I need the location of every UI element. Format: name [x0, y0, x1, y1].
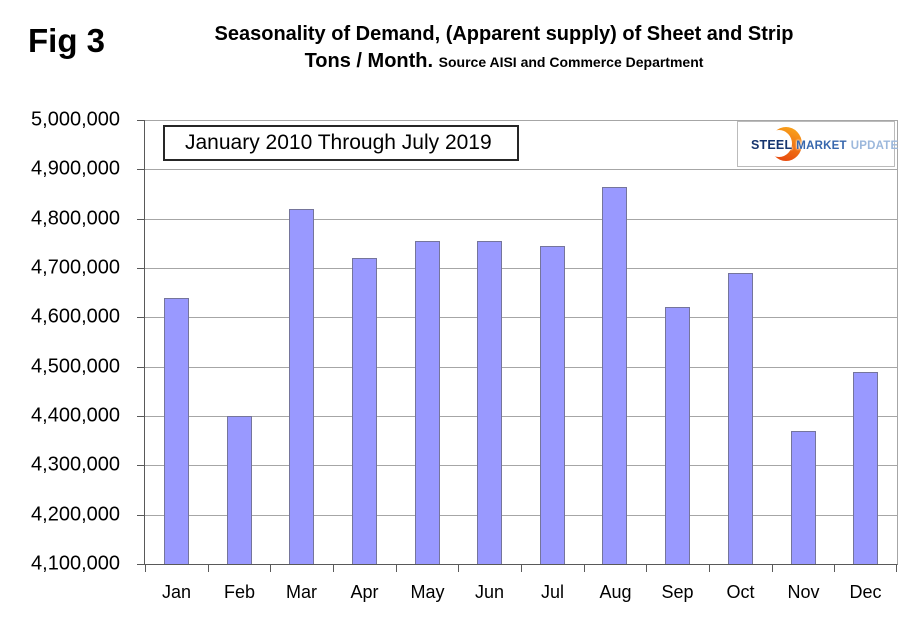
chart-title-line1: Seasonality of Demand, (Apparent supply)… [214, 23, 794, 45]
y-axis-label: 4,600,000 [31, 305, 120, 328]
x-axis-tick [896, 564, 897, 572]
x-axis-label-sep: Sep [661, 582, 694, 602]
chart-title-line2: Tons / Month. Source AISI and Commerce D… [96, 50, 910, 73]
smu-crescent-icon [766, 127, 802, 161]
fig-label: Fig 3 [28, 22, 106, 59]
smu-logo-text: STEEL MARKET UPDATE [751, 138, 898, 152]
x-axis-label-dec: Dec [849, 582, 882, 602]
bar-jun [477, 241, 502, 564]
y-axis-label: 4,200,000 [31, 503, 120, 526]
y-axis-tick [137, 169, 145, 170]
gridline [145, 416, 897, 417]
gridline [145, 317, 897, 318]
smu-logo-update: UPDATE [850, 140, 899, 152]
gridline [145, 367, 897, 368]
x-axis-tick [458, 564, 459, 572]
y-axis-label: 4,800,000 [31, 207, 120, 230]
smu-logo-steel: STEEL [751, 138, 793, 152]
gridline [145, 515, 897, 516]
x-axis-label-feb: Feb [223, 582, 256, 602]
y-axis-tick [137, 268, 145, 269]
gridline [145, 219, 897, 220]
x-axis-tick [208, 564, 209, 572]
x-axis-label-mar: Mar [286, 582, 317, 602]
bar-apr [352, 258, 377, 564]
bar-mar [289, 209, 314, 564]
x-axis-label-oct: Oct [726, 582, 755, 602]
x-axis-label-nov: Nov [787, 582, 820, 602]
x-axis-label-aug: Aug [599, 582, 632, 602]
x-axis-tick [333, 564, 334, 572]
y-axis-label: 4,400,000 [31, 404, 120, 427]
plot-area: 5,000,000 4,900,000 4,800,000 4,700,000 4,60… [31, 109, 898, 602]
smu-logo-market: MARKET [796, 140, 847, 152]
steel-market-update-logo: STEEL MARKET UPDATE [737, 121, 898, 167]
x-axis-tick [270, 564, 271, 572]
x-axis-tick [396, 564, 397, 572]
bar-may [415, 241, 440, 564]
bar-nov [791, 431, 816, 564]
x-axis-tick [584, 564, 585, 572]
x-axis-label-may: May [410, 582, 445, 602]
x-axis-tick [709, 564, 710, 572]
y-axis-label: 4,300,000 [31, 453, 120, 476]
y-axis-tick [137, 465, 145, 466]
bar-sep [665, 307, 690, 564]
y-axis-tick [137, 515, 145, 516]
x-axis-tick [145, 564, 146, 572]
legend-box: January 2010 Through July 2019 [163, 125, 519, 161]
y-axis-label: 4,100,000 [31, 552, 120, 575]
y-axis-tick [137, 120, 145, 121]
chart-title-source: Source AISI and Commerce Department [438, 54, 704, 70]
x-axis-label-jul: Jul [540, 582, 564, 602]
gridline [145, 465, 897, 466]
y-axis-tick [137, 317, 145, 318]
bar-feb [227, 416, 252, 564]
x-axis-label-jun: Jun [474, 582, 505, 602]
x-axis-tick [772, 564, 773, 572]
x-axis-label-jan: Jan [161, 582, 192, 602]
x-axis-tick [834, 564, 835, 572]
y-axis-label: 4,900,000 [31, 157, 120, 180]
bar-dec [853, 372, 878, 564]
y-axis-tick [137, 564, 145, 565]
gridline [145, 120, 897, 121]
y-axis-label: 4,500,000 [31, 355, 120, 378]
y-axis-label: 5,000,000 [31, 108, 120, 131]
bar-jan [164, 298, 189, 564]
y-axis-tick [137, 416, 145, 417]
y-axis-tick [137, 367, 145, 368]
y-axis-tick [137, 219, 145, 220]
x-axis-tick [521, 564, 522, 572]
x-axis-label-apr: Apr [350, 582, 379, 602]
bar-jul [540, 246, 565, 564]
gridline [145, 169, 897, 170]
bar-aug [602, 187, 627, 564]
chart-title: Seasonality of Demand, (Apparent supply)… [96, 22, 910, 73]
bar-oct [728, 273, 753, 564]
x-axis-tick [646, 564, 647, 572]
legend-label: January 2010 Through July 2019 [185, 131, 492, 154]
gridline [145, 268, 897, 269]
y-axis-label: 4,700,000 [31, 256, 120, 279]
chart-title-tons: Tons / Month. [304, 50, 434, 72]
